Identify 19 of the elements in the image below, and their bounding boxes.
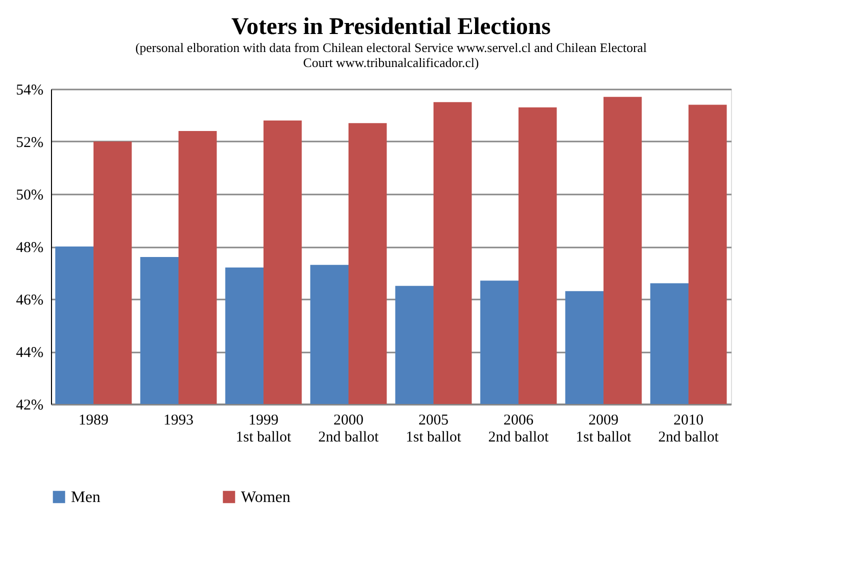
x-tick-label: 2005 1st ballot (406, 412, 462, 446)
x-tick-label: 1999 1st ballot (236, 412, 292, 446)
y-tick-label: 44% (16, 345, 44, 361)
y-tick-label: 52% (16, 135, 44, 151)
x-tick-label: 2000 2nd ballot (318, 412, 380, 446)
y-tick-label: 50% (16, 188, 44, 204)
x-tick-label: 2009 1st ballot (576, 412, 632, 446)
x-tick-label: 1989 (78, 412, 108, 428)
x-tick-label: 2006 2nd ballot (488, 412, 550, 446)
chart-title: Voters in Presidential Elections (231, 14, 551, 40)
y-tick-label: 42% (16, 398, 44, 414)
x-tick-label: 2010 2nd ballot (658, 412, 720, 446)
legend-label: Women (241, 489, 290, 506)
chart-subtitle: (personal elboration with data from Chilean electoral Service www.servel.cl and Chilean Electoral Court www.tribunalcalificador.cl) (135, 40, 648, 70)
y-tick-label: 46% (16, 292, 44, 308)
legend-label: Men (71, 489, 100, 506)
x-tick-label: 1993 (164, 412, 194, 428)
y-tick-label: 54% (16, 82, 44, 98)
y-tick-label: 48% (16, 240, 44, 256)
